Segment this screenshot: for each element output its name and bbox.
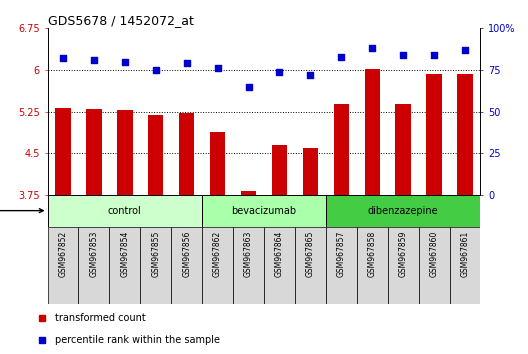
Text: GSM967864: GSM967864: [275, 230, 284, 277]
Text: dibenzazepine: dibenzazepine: [368, 206, 438, 216]
Bar: [79, 227, 109, 304]
Bar: [264, 227, 295, 304]
Bar: [357, 227, 388, 304]
Bar: [48, 227, 79, 304]
Bar: [233, 227, 264, 304]
Point: [90, 57, 98, 63]
Text: GSM967859: GSM967859: [399, 230, 408, 277]
Bar: [364, 69, 380, 195]
Bar: [109, 227, 140, 304]
Text: GSM967858: GSM967858: [367, 230, 377, 277]
Point: [275, 69, 284, 74]
Point: [399, 52, 408, 58]
Bar: [241, 191, 256, 195]
Text: GSM967857: GSM967857: [337, 230, 346, 277]
Point: [59, 56, 67, 61]
Text: GSM967854: GSM967854: [120, 230, 129, 277]
Text: GSM967861: GSM967861: [460, 230, 469, 277]
Bar: [179, 113, 194, 195]
Bar: [388, 227, 419, 304]
Text: percentile rank within the sample: percentile rank within the sample: [55, 335, 221, 345]
Bar: [303, 148, 318, 195]
Bar: [140, 227, 171, 304]
Bar: [326, 195, 480, 227]
Bar: [395, 104, 411, 195]
Point: [244, 84, 253, 89]
Point: [306, 72, 315, 78]
Text: GSM967852: GSM967852: [59, 230, 68, 277]
Text: GSM967856: GSM967856: [182, 230, 191, 277]
Text: GSM967862: GSM967862: [213, 230, 222, 277]
Bar: [272, 145, 287, 195]
Point: [152, 67, 160, 73]
Text: transformed count: transformed count: [55, 313, 146, 323]
Point: [183, 61, 191, 66]
Bar: [419, 227, 449, 304]
Point: [337, 54, 345, 59]
Bar: [326, 227, 357, 304]
Point: [213, 65, 222, 71]
Bar: [48, 195, 202, 227]
Point: [430, 52, 438, 58]
Bar: [449, 227, 480, 304]
Text: bevacizumab: bevacizumab: [231, 206, 297, 216]
Text: GSM967860: GSM967860: [430, 230, 439, 277]
Point: [120, 59, 129, 64]
Bar: [55, 108, 71, 195]
Point: [368, 45, 376, 51]
Text: GSM967853: GSM967853: [89, 230, 98, 277]
Bar: [117, 110, 133, 195]
Text: control: control: [108, 206, 142, 216]
Text: agent: agent: [0, 206, 43, 216]
Text: GSM967863: GSM967863: [244, 230, 253, 277]
Bar: [427, 74, 442, 195]
Bar: [171, 227, 202, 304]
Bar: [86, 109, 101, 195]
Text: GSM967855: GSM967855: [151, 230, 161, 277]
Bar: [295, 227, 326, 304]
Text: GDS5678 / 1452072_at: GDS5678 / 1452072_at: [48, 14, 193, 27]
Bar: [210, 132, 225, 195]
Bar: [202, 227, 233, 304]
Point: [461, 47, 469, 53]
Bar: [457, 74, 473, 195]
Bar: [148, 115, 164, 195]
Bar: [334, 104, 349, 195]
Text: GSM967865: GSM967865: [306, 230, 315, 277]
Bar: [202, 195, 326, 227]
